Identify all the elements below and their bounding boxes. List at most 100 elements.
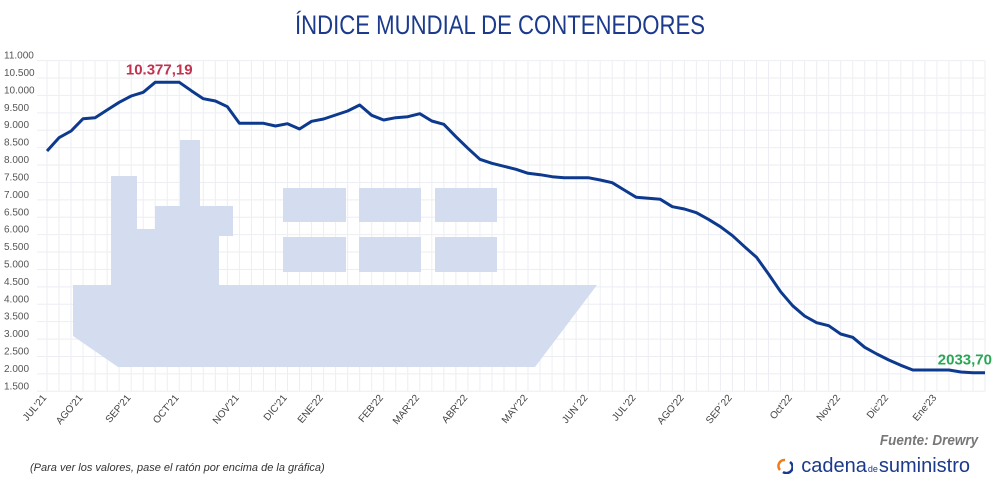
data-point[interactable]: [860, 342, 870, 352]
data-point[interactable]: [667, 202, 677, 212]
x-tick-label: MAY'22: [500, 393, 531, 426]
y-tick-label: 9.000: [4, 120, 29, 131]
data-point[interactable]: [174, 77, 184, 87]
data-point[interactable]: [739, 242, 749, 252]
data-point[interactable]: [295, 124, 305, 134]
data-point[interactable]: [499, 161, 509, 171]
data-point[interactable]: [367, 110, 377, 120]
data-point[interactable]: [908, 365, 918, 375]
data-point[interactable]: [270, 121, 280, 131]
data-point[interactable]: [138, 87, 148, 97]
data-point[interactable]: [968, 368, 978, 378]
x-tick-label: Nov'22: [815, 393, 844, 424]
data-point[interactable]: [319, 114, 329, 124]
data-point[interactable]: [258, 118, 268, 128]
data-point[interactable]: [896, 360, 906, 370]
y-tick-label: 4.500: [4, 277, 29, 288]
data-point[interactable]: [427, 116, 437, 126]
data-point[interactable]: [114, 97, 124, 107]
data-point[interactable]: [198, 94, 208, 104]
data-point[interactable]: [583, 173, 593, 183]
data-point[interactable]: [54, 133, 64, 143]
data-point[interactable]: [210, 96, 220, 106]
y-tick-label: 8.500: [4, 138, 29, 149]
data-point[interactable]: [643, 193, 653, 203]
line-chart[interactable]: 11.000 10.500 10.000 9.500 9.000 8.500 8.000 7.…: [0, 0, 1000, 440]
data-point[interactable]: [824, 321, 834, 331]
data-point[interactable]: [234, 118, 244, 128]
data-point[interactable]: [42, 146, 52, 156]
data-point[interactable]: [246, 118, 256, 128]
data-point[interactable]: [776, 287, 786, 297]
annotations: 10.377,19 2033,70: [126, 61, 992, 368]
y-tick-label: 1.500: [4, 381, 29, 392]
x-tick-label: JUL'22: [610, 393, 639, 424]
data-point[interactable]: [331, 110, 341, 120]
data-point[interactable]: [619, 185, 629, 195]
data-point[interactable]: [222, 102, 232, 112]
data-point[interactable]: [727, 231, 737, 241]
data-point[interactable]: [283, 119, 293, 129]
series-line: [45, 80, 985, 375]
data-point[interactable]: [884, 355, 894, 365]
y-tick-label: 10.500: [4, 68, 35, 79]
data-point[interactable]: [439, 119, 449, 129]
x-tick-label: AGO'21: [54, 393, 85, 427]
data-point[interactable]: [631, 192, 641, 202]
data-point[interactable]: [788, 301, 798, 311]
data-point[interactable]: [415, 109, 425, 119]
data-point[interactable]: [547, 172, 557, 182]
x-tick-label: JUL'21: [21, 393, 50, 424]
data-point[interactable]: [800, 311, 810, 321]
data-label: 10.377,19: [126, 61, 193, 78]
data-point[interactable]: [872, 349, 882, 359]
data-point[interactable]: [475, 154, 485, 164]
data-point[interactable]: [703, 214, 713, 224]
data-point[interactable]: [307, 116, 317, 126]
data-point[interactable]: [186, 86, 196, 96]
data-point[interactable]: [126, 91, 136, 101]
data-point[interactable]: [980, 368, 990, 378]
data-point[interactable]: [595, 175, 605, 185]
data-point[interactable]: [715, 222, 725, 232]
data-point[interactable]: [355, 100, 365, 110]
y-tick-label: 11.000: [4, 51, 34, 62]
data-point[interactable]: [66, 126, 76, 136]
data-point[interactable]: [451, 132, 461, 142]
data-point[interactable]: [487, 158, 497, 168]
data-point[interactable]: [607, 178, 617, 188]
data-point[interactable]: [150, 77, 160, 87]
data-point[interactable]: [403, 112, 413, 122]
data-point[interactable]: [920, 365, 930, 375]
data-point[interactable]: [836, 329, 846, 339]
data-point[interactable]: [102, 105, 112, 115]
data-point[interactable]: [655, 194, 665, 204]
x-tick-label: SEP´22: [703, 392, 735, 426]
data-point[interactable]: [764, 269, 774, 279]
data-point[interactable]: [559, 173, 569, 183]
container: [359, 188, 421, 222]
data-point[interactable]: [90, 113, 100, 123]
data-point[interactable]: [78, 114, 88, 124]
data-point[interactable]: [463, 143, 473, 153]
data-point[interactable]: [343, 106, 353, 116]
data-point[interactable]: [162, 77, 172, 87]
data-point[interactable]: [511, 164, 521, 174]
data-point[interactable]: [691, 208, 701, 218]
x-tick-label: AGO'22: [656, 393, 687, 427]
x-tick-label: MAR'22: [391, 393, 422, 427]
data-point[interactable]: [752, 252, 762, 262]
y-tick-label: 10.000: [4, 85, 35, 96]
data-point[interactable]: [523, 168, 533, 178]
data-point[interactable]: [379, 115, 389, 125]
logo-text-suministro: suministro: [878, 455, 970, 477]
data-point[interactable]: [571, 173, 581, 183]
y-tick-label: 2.000: [4, 364, 29, 375]
data-point[interactable]: [812, 318, 822, 328]
data-point[interactable]: [391, 113, 401, 123]
y-tick-label: 7.000: [4, 190, 29, 201]
data-point[interactable]: [535, 170, 545, 180]
y-tick-label: 6.500: [4, 207, 29, 218]
data-point[interactable]: [679, 204, 689, 214]
data-point[interactable]: [848, 332, 858, 342]
